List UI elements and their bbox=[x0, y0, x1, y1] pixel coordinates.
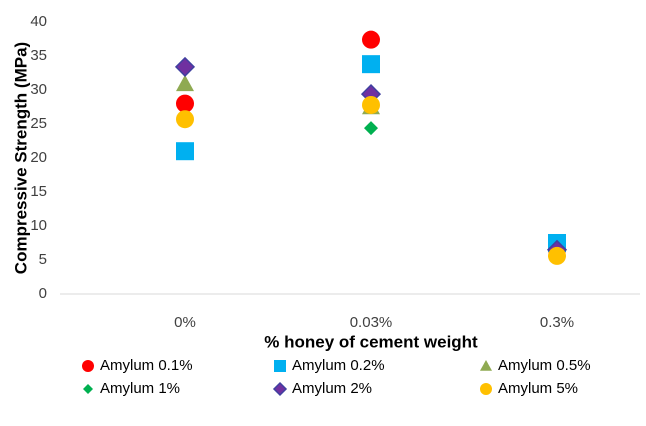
marker bbox=[548, 246, 566, 265]
marker bbox=[176, 74, 194, 92]
legend-label: Amylum 0.2% bbox=[292, 357, 385, 374]
legend-label: Amylum 2% bbox=[292, 380, 372, 397]
x-tick-label: 0% bbox=[174, 314, 196, 331]
legend-label: Amylum 0.1% bbox=[100, 357, 193, 374]
legend-label: Amylum 0.5% bbox=[498, 357, 591, 374]
marker bbox=[480, 360, 492, 371]
y-tick-label: 15 bbox=[30, 183, 47, 200]
y-axis-label: Compressive Strength (MPa) bbox=[11, 42, 30, 274]
marker bbox=[83, 384, 93, 394]
y-tick-label: 30 bbox=[30, 81, 47, 98]
y-tick-label: 0 bbox=[39, 285, 47, 302]
x-tick-label: 0.3% bbox=[540, 314, 574, 331]
y-tick-label: 40 bbox=[30, 13, 47, 30]
marker bbox=[362, 95, 380, 114]
marker bbox=[174, 56, 196, 77]
marker bbox=[176, 94, 194, 113]
marker bbox=[364, 121, 378, 136]
marker bbox=[362, 30, 380, 49]
y-tick-label: 25 bbox=[30, 115, 47, 132]
marker bbox=[272, 381, 288, 397]
y-tick-label: 5 bbox=[39, 251, 47, 268]
legend-label: Amylum 1% bbox=[100, 380, 180, 397]
y-tick-label: 35 bbox=[30, 47, 47, 64]
legend-label: Amylum 5% bbox=[498, 380, 578, 397]
marker bbox=[480, 383, 492, 395]
x-axis-label: % honey of cement weight bbox=[264, 332, 478, 351]
marker bbox=[82, 360, 94, 372]
y-tick-label: 10 bbox=[30, 217, 47, 234]
marker bbox=[362, 55, 380, 74]
marker bbox=[176, 142, 194, 161]
marker bbox=[274, 360, 286, 372]
marker bbox=[176, 110, 194, 129]
y-tick-label: 20 bbox=[30, 149, 47, 166]
x-tick-label: 0.03% bbox=[350, 314, 393, 331]
